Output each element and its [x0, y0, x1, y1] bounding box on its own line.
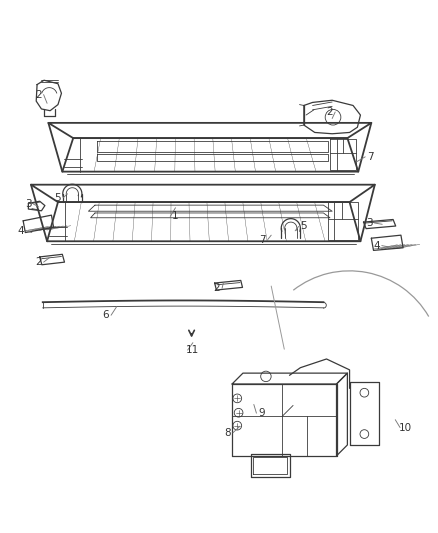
Text: 2: 2 — [327, 107, 333, 117]
Text: 1: 1 — [172, 212, 179, 221]
Text: 5: 5 — [300, 221, 307, 231]
Text: 11: 11 — [186, 345, 200, 355]
Text: 7: 7 — [259, 235, 266, 245]
Text: 7: 7 — [367, 152, 374, 162]
Text: 3: 3 — [25, 199, 32, 209]
Text: 6: 6 — [102, 310, 109, 320]
Text: 10: 10 — [399, 423, 412, 433]
Text: 4: 4 — [373, 240, 380, 251]
Text: 4: 4 — [18, 226, 24, 236]
Text: 2: 2 — [213, 283, 220, 293]
Text: 9: 9 — [258, 408, 265, 418]
Text: 5: 5 — [55, 193, 61, 203]
Text: 3: 3 — [366, 218, 372, 228]
Text: 2: 2 — [35, 90, 42, 100]
Text: 8: 8 — [224, 428, 231, 438]
Text: 2: 2 — [35, 257, 42, 267]
